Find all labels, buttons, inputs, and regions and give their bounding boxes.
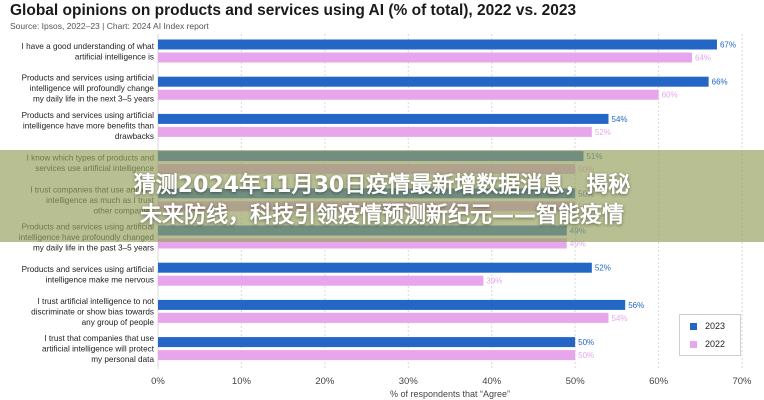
legend-swatch-2022 xyxy=(690,340,697,348)
bar-2022 xyxy=(158,312,609,323)
x-tick-label: 0% xyxy=(151,376,165,387)
data-label-2023: 56% xyxy=(628,301,644,310)
bar-2022 xyxy=(158,126,592,137)
bar-2022 xyxy=(158,350,576,361)
bar-2022 xyxy=(158,89,659,100)
bar-2022 xyxy=(158,52,692,63)
x-tick-label: 50% xyxy=(566,376,586,387)
legend-item-2022: 2022 xyxy=(680,335,740,353)
legend-swatch-2023 xyxy=(690,322,697,330)
data-label-2023: 50% xyxy=(578,338,594,347)
category-label: Products and services using artificial xyxy=(22,74,155,83)
x-tick-label: 30% xyxy=(399,376,419,387)
category-label: intelligence will profoundly change xyxy=(30,84,155,93)
category-label: discriminate or show bias towards xyxy=(31,307,154,316)
data-label-2023: 66% xyxy=(712,78,728,87)
overlay-line-1: 猜测2024年11月30日疫情最新增数据消息，揭秘 xyxy=(133,173,631,198)
legend-item-2023: 2023 xyxy=(680,317,740,335)
data-label-2023: 67% xyxy=(720,41,736,50)
bar-2023 xyxy=(158,337,576,348)
data-label-2022: 49% xyxy=(570,240,586,249)
overlay-line-2: 未来防线，科技引领疫情预测新纪元——智能疫情 xyxy=(139,203,624,228)
category-label: artificial intelligence will protect xyxy=(42,345,155,354)
bar-2023 xyxy=(158,262,592,273)
category-label: any group of people xyxy=(82,318,155,327)
bar-2022 xyxy=(158,238,567,249)
bar-2023 xyxy=(158,299,626,310)
chart-subtitle: Source: Ipsos, 2022–23 | Chart: 2024 AI … xyxy=(10,21,209,31)
x-tick-label: 70% xyxy=(732,376,752,387)
x-tick-label: 10% xyxy=(232,376,252,387)
data-label-2022: 60% xyxy=(662,91,678,100)
bar-2022 xyxy=(158,275,484,286)
category-label: intelligence make me nervous xyxy=(46,275,154,284)
data-label-2022: 50% xyxy=(578,351,594,360)
data-label-2022: 54% xyxy=(612,314,628,323)
category-label: intelligence have more benefits than xyxy=(23,121,155,130)
x-tick-label: 20% xyxy=(315,376,335,387)
category-label: my personal data xyxy=(91,355,154,364)
data-label-2022: 52% xyxy=(595,128,611,137)
bar-2023 xyxy=(158,113,609,124)
category-label: drawbacks xyxy=(115,132,154,141)
bar-2023 xyxy=(158,39,717,50)
data-label-2022: 39% xyxy=(486,277,502,286)
category-label: Products and services using artificial xyxy=(22,111,155,120)
category-label: my daily life in the past 3–5 years xyxy=(33,244,154,253)
category-label: I trust that companies that use xyxy=(44,334,154,343)
chart-legend: 2023 2022 xyxy=(679,314,741,356)
x-tick-label: 60% xyxy=(649,376,669,387)
category-label: artificial intelligence is xyxy=(75,52,154,61)
data-label-2023: 52% xyxy=(595,264,611,273)
overlay-headline: 猜测2024年11月30日疫情最新增数据消息，揭秘 未来防线，科技引领疫情预测新… xyxy=(18,171,746,231)
category-label: I have a good understanding of what xyxy=(22,42,155,51)
overlay-banner xyxy=(0,150,764,242)
data-label-2022: 64% xyxy=(695,54,711,63)
legend-label-2022: 2022 xyxy=(705,339,726,349)
category-label: Products and services using artificial xyxy=(22,265,155,274)
bar-2023 xyxy=(158,76,709,87)
data-label-2023: 54% xyxy=(612,115,628,124)
x-tick-label: 40% xyxy=(482,376,502,387)
category-label: I trust artificial intelligence to not xyxy=(38,297,155,306)
x-axis-label: % of respondents that “Agree” xyxy=(390,389,510,399)
chart-title: Global opinions on products and services… xyxy=(10,2,577,19)
legend-label-2023: 2023 xyxy=(705,321,726,331)
category-label: my daily life in the next 3–5 years xyxy=(33,95,154,104)
